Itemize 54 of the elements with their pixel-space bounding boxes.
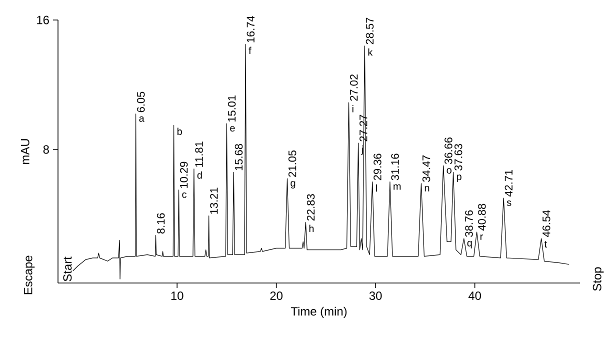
annotation: 31.16 [391, 154, 399, 180]
annotation: 27.02 [350, 74, 358, 101]
annotation: s [506, 200, 512, 206]
annotation: 6.05 [137, 92, 145, 112]
annotation: 15.01 [228, 95, 236, 122]
annotation: b [177, 128, 182, 136]
annotation: k [368, 48, 373, 56]
annotation: h [309, 224, 314, 232]
annotation: 22.83 [306, 194, 315, 221]
x-tick-label: 30 [369, 292, 382, 300]
x-tick-label: 20 [270, 292, 283, 300]
annotation: m [394, 184, 401, 190]
annotation: j [361, 146, 363, 155]
annotation: 28.57 [366, 18, 374, 44]
x-tick-label: 10 [171, 292, 184, 300]
annotation: 11.81 [195, 142, 203, 167]
annotation: 15.68 [234, 144, 243, 170]
annotation: 29.36 [374, 154, 382, 180]
annotation: 34.47 [422, 155, 430, 182]
text: Escape [24, 256, 35, 294]
annotation: d [197, 171, 202, 179]
annotation: r [480, 234, 483, 240]
annotation: 36.66 [444, 138, 452, 164]
annotation: a [139, 116, 144, 122]
annotation: e [230, 126, 235, 132]
line-series [72, 44, 570, 280]
x-axis-title: Time (min) [290, 306, 347, 318]
annotation: f [248, 46, 252, 54]
annotation: 40.88 [478, 204, 486, 231]
annotation: 27.27 [360, 114, 368, 142]
annotation: 8.16 [156, 213, 165, 234]
y-tick-label: 16 [37, 16, 49, 24]
x-tick-label: 40 [468, 292, 481, 300]
y-axis-title: mAU [21, 139, 30, 164]
annotation: 21.05 [288, 150, 296, 177]
annotation: i [352, 105, 354, 112]
annotation: 38.76 [465, 210, 473, 237]
y-tick-label: 8 [43, 145, 49, 154]
annotation: Start [63, 256, 72, 282]
annotation: 46.54 [542, 210, 550, 238]
annotation: 37.63 [454, 144, 462, 171]
annotation: 42.71 [504, 170, 512, 197]
annotation: n [424, 186, 430, 192]
annotation: t [544, 240, 548, 248]
annotation: o [446, 168, 452, 174]
annotation: p [456, 174, 462, 182]
text: Stop [592, 267, 604, 291]
annotation: c [182, 192, 186, 198]
annotation: 16.74 [246, 16, 255, 42]
annotation: q [467, 240, 472, 248]
annotation: 13.21 [210, 188, 218, 214]
annotation: 10.29 [180, 162, 188, 188]
annotation: g [290, 181, 296, 189]
annotation: l [376, 184, 377, 192]
